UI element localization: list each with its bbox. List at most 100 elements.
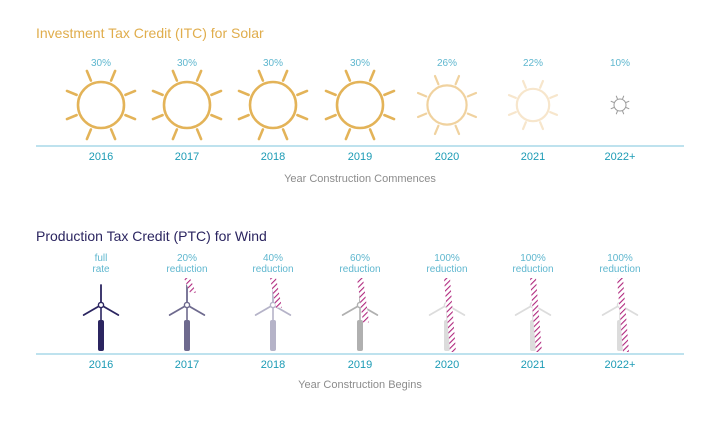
solar-percent-label: 26% bbox=[437, 58, 457, 69]
sun-ray bbox=[466, 91, 478, 98]
sun-ray bbox=[85, 69, 93, 82]
sun-ray bbox=[507, 111, 517, 117]
sun-ray bbox=[539, 79, 545, 89]
sun-ray bbox=[416, 112, 428, 119]
reduction-hatch-bar bbox=[184, 278, 196, 293]
turbine-tower bbox=[270, 320, 276, 351]
solar-x-axis-label: Year Construction Commences bbox=[284, 173, 436, 185]
wind-turbine-icon bbox=[601, 278, 639, 352]
turbine-blade bbox=[168, 304, 188, 316]
sun-ray bbox=[610, 107, 615, 110]
wind-reduction-label: reduction bbox=[599, 264, 640, 275]
sun-icon bbox=[507, 79, 559, 131]
turbine-tower bbox=[98, 320, 104, 351]
wind-year-label: 2019 bbox=[348, 359, 372, 371]
sun-ray bbox=[124, 113, 137, 121]
sun-icon bbox=[610, 95, 630, 115]
turbine-blade bbox=[254, 304, 274, 316]
sun-ray bbox=[195, 69, 203, 82]
sun-ray bbox=[324, 89, 337, 97]
wind-year-label: 2017 bbox=[175, 359, 199, 371]
sun-ray bbox=[171, 128, 179, 141]
sun-ray bbox=[296, 113, 309, 121]
sun-ray bbox=[109, 128, 117, 141]
solar-year-label: 2022+ bbox=[605, 151, 636, 163]
sun-ray bbox=[383, 113, 396, 121]
reduction-hatch-bar bbox=[444, 278, 456, 352]
sun-ray bbox=[65, 113, 78, 121]
sun-ray bbox=[281, 128, 289, 141]
wind-reduction-label: rate bbox=[92, 264, 110, 275]
sun-ray bbox=[454, 124, 461, 136]
solar-percent-label: 30% bbox=[91, 58, 111, 69]
sun-ray bbox=[549, 111, 559, 117]
solar-year-label: 2019 bbox=[348, 151, 372, 163]
sun-ray bbox=[539, 121, 545, 131]
sun-ray bbox=[65, 89, 78, 97]
solar-percent-labels: 30% 30% 30% 30% 26% 22% 10% bbox=[91, 58, 630, 69]
reduction-hatch-bar bbox=[617, 278, 629, 352]
turbine-tower bbox=[357, 320, 363, 351]
sun-ray bbox=[237, 113, 250, 121]
sun-ray bbox=[622, 110, 625, 115]
sun-ray bbox=[210, 89, 223, 97]
solar-year-label: 2017 bbox=[175, 151, 199, 163]
turbine-blade bbox=[341, 304, 361, 316]
wind-reduction-label: reduction bbox=[512, 264, 553, 275]
sun-ray bbox=[237, 89, 250, 97]
wind-year-label: 2018 bbox=[261, 359, 285, 371]
sun-ray bbox=[610, 100, 615, 103]
wind-year-label: 2016 bbox=[89, 359, 113, 371]
sun-ray bbox=[257, 69, 265, 82]
sun-ray bbox=[368, 69, 376, 82]
sun-ray bbox=[549, 93, 559, 99]
sun-ray bbox=[124, 89, 137, 97]
wind-reduction-label: 100% bbox=[434, 253, 460, 264]
sun-ray bbox=[257, 128, 265, 141]
sun-ray bbox=[466, 112, 478, 119]
solar-percent-label: 30% bbox=[263, 58, 283, 69]
sun-ray bbox=[210, 113, 223, 121]
turbine-blade bbox=[82, 304, 102, 316]
sun-ray bbox=[507, 93, 517, 99]
reduction-hatch-bar bbox=[530, 278, 542, 352]
wind-year-label: 2020 bbox=[435, 359, 459, 371]
wind-reduction-label: 100% bbox=[520, 253, 546, 264]
turbine-hub bbox=[97, 301, 105, 309]
wind-turbine-icons bbox=[82, 278, 639, 352]
sun-ray bbox=[625, 100, 630, 103]
wind-x-axis-label: Year Construction Begins bbox=[298, 379, 422, 391]
wind-turbine-icon bbox=[341, 278, 379, 351]
wind-reduction-label: 60% bbox=[350, 253, 370, 264]
turbine-blade bbox=[186, 304, 206, 316]
solar-percent-label: 22% bbox=[523, 58, 543, 69]
sun-ray bbox=[615, 110, 618, 115]
sun-ray bbox=[281, 69, 289, 82]
sun-icon bbox=[237, 69, 309, 141]
sun-ray bbox=[368, 128, 376, 141]
sun-icon bbox=[324, 69, 396, 141]
solar-chart-title: Investment Tax Credit (ITC) for Solar bbox=[36, 25, 264, 41]
sun-ray bbox=[296, 89, 309, 97]
wind-reduction-label: reduction bbox=[252, 264, 293, 275]
sun-ray bbox=[615, 95, 618, 100]
solar-year-label: 2021 bbox=[521, 151, 545, 163]
wind-reduction-label: full bbox=[95, 253, 108, 264]
sun-ray bbox=[521, 121, 527, 131]
wind-reduction-label: 20% bbox=[177, 253, 197, 264]
sun-ray bbox=[171, 69, 179, 82]
reduction-hatch-bar bbox=[357, 278, 369, 323]
wind-chart-title: Production Tax Credit (PTC) for Wind bbox=[36, 228, 267, 244]
sun-ray bbox=[151, 89, 164, 97]
sun-ray bbox=[433, 124, 440, 136]
sun-icon bbox=[65, 69, 137, 141]
wind-turbine-icon bbox=[254, 278, 292, 351]
solar-sun-icons bbox=[65, 69, 630, 141]
sun-ray bbox=[109, 69, 117, 82]
sun-icon bbox=[151, 69, 223, 141]
wind-turbine-icon bbox=[428, 278, 466, 352]
wind-reduction-label: reduction bbox=[426, 264, 467, 275]
sun-ray bbox=[324, 113, 337, 121]
